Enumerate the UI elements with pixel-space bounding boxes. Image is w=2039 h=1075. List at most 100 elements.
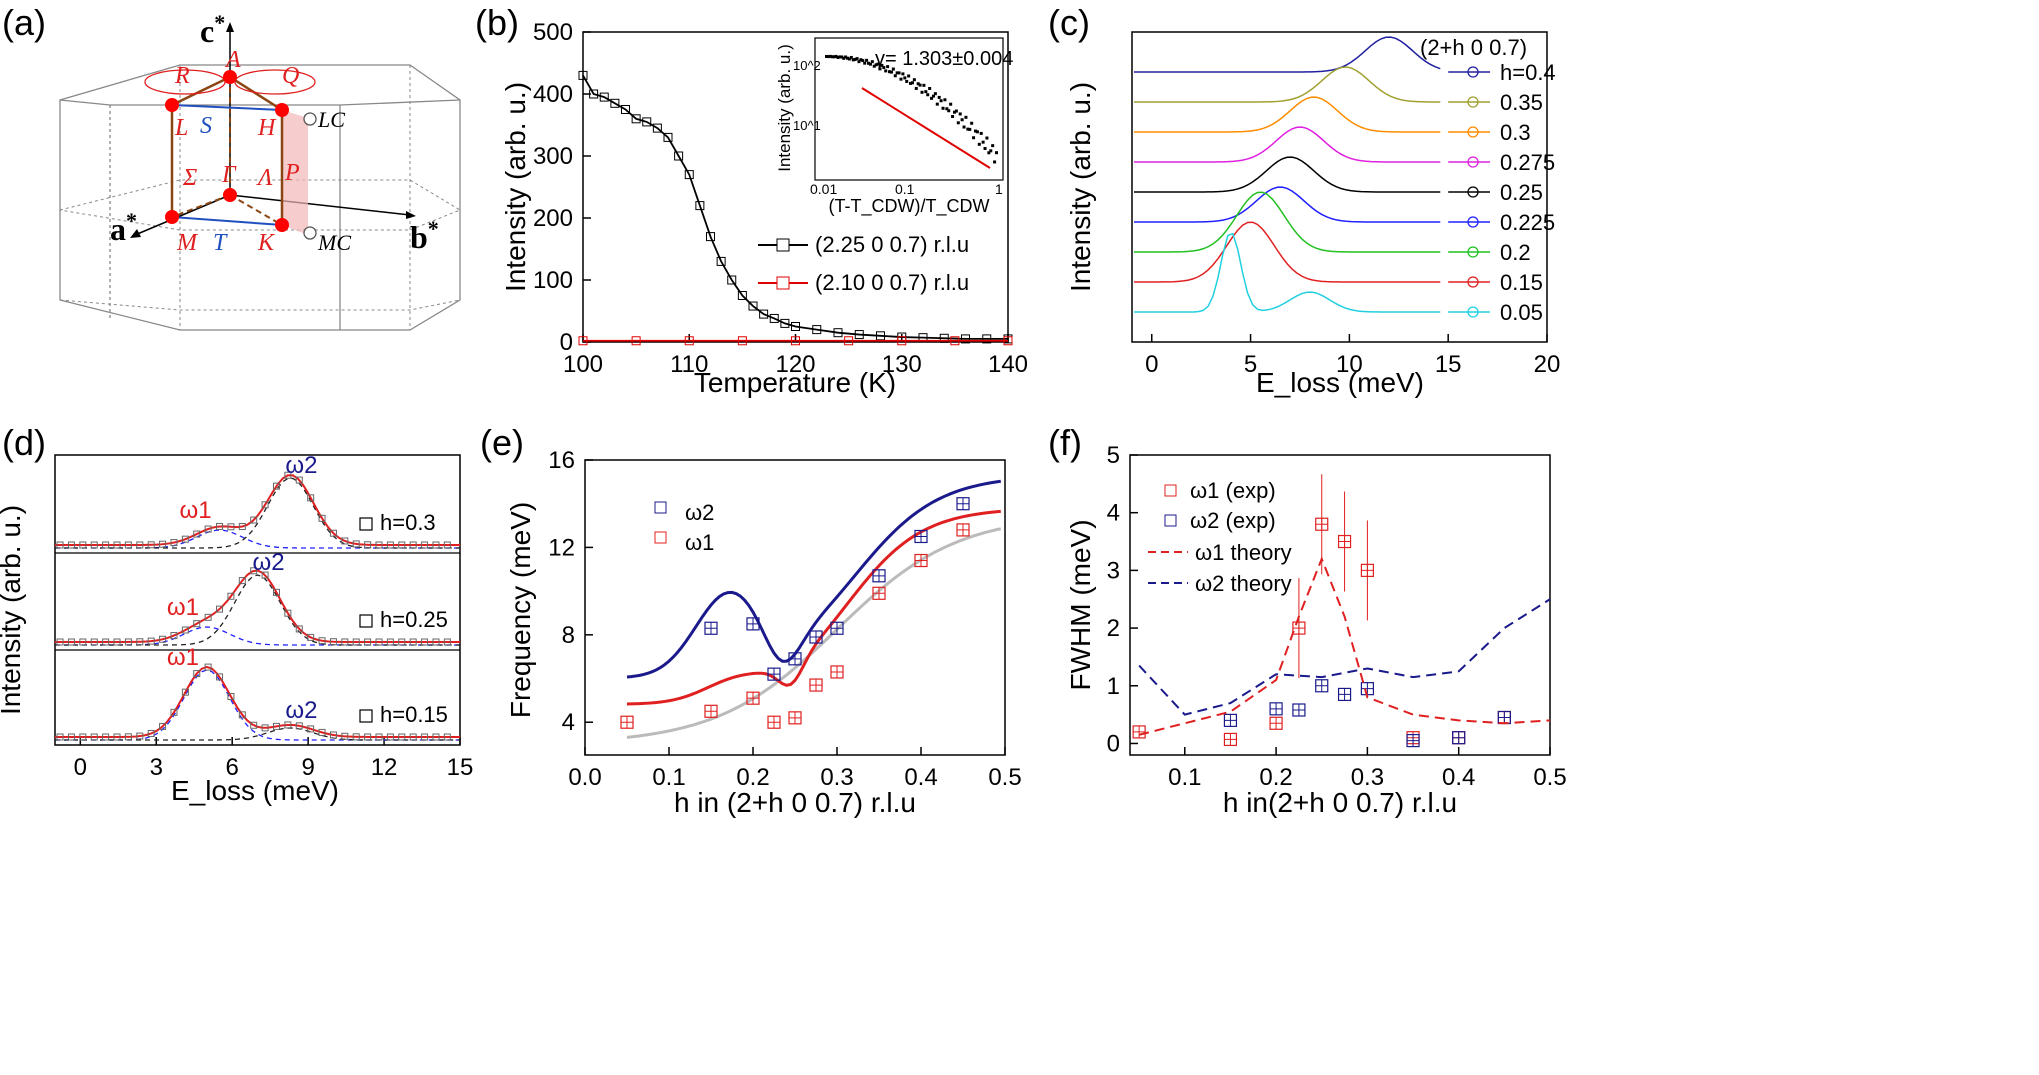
- b-series-0-point-1: [589, 89, 599, 99]
- inset-dot-12: [847, 57, 851, 61]
- d-series-0-point: [272, 482, 280, 490]
- b-series-0-point-14: [727, 275, 737, 285]
- f-series-0-cross-4: [1315, 518, 1328, 531]
- inset-xlabel: (T-T_CDW)/T_CDW: [829, 196, 990, 217]
- d-series-0-point: [227, 523, 235, 531]
- d-series-0-point: [113, 541, 121, 549]
- f-series-0-cross-1: [1224, 733, 1237, 746]
- f-xtick-label-3: 0.4: [1442, 764, 1475, 791]
- inset-dot-21: [865, 58, 869, 62]
- inset-dot-54: [928, 86, 932, 90]
- d-series-0-point: [375, 541, 383, 549]
- c-legend-marker-8: [1467, 306, 1479, 318]
- c-xtick-label-3: 15: [1435, 351, 1462, 378]
- inset-dot-36: [893, 74, 897, 78]
- f-xtick-label-0: 0.1: [1168, 764, 1201, 791]
- e-series-1-cross-5: [810, 679, 822, 692]
- point-M: [165, 210, 179, 224]
- inset-dot-3: [830, 55, 834, 59]
- d-series-2-point: [386, 733, 394, 741]
- inset-dot-24: [870, 60, 874, 64]
- f-xtick-label-1: 0.2: [1259, 764, 1292, 791]
- d-series-1-point: [67, 638, 75, 646]
- inset-dot-86: [989, 149, 993, 153]
- b-series-0-point-12: [706, 232, 715, 242]
- b-series-0-point-7: [652, 123, 662, 133]
- b-xtick-label-4: 140: [988, 351, 1028, 378]
- d-series-0-point: [307, 494, 315, 502]
- f-series-1-cross-4: [1338, 688, 1351, 701]
- e-series-1-cross-6: [831, 665, 843, 678]
- label-M: M: [176, 230, 199, 256]
- d-series-1-point: [124, 638, 132, 646]
- c-legend-text-0: h=0.4: [1500, 60, 1556, 85]
- c-legend-marker-4: [1467, 186, 1479, 198]
- d-series-2-fit-w2: [55, 727, 460, 741]
- inset-dot-70: [958, 112, 962, 116]
- b-series-0-point-2: [599, 92, 609, 102]
- d-series-2-point: [284, 721, 292, 729]
- inset-dot-73: [964, 115, 968, 119]
- c-series-0-line: [1133, 36, 1441, 73]
- d-series-0-point: [443, 541, 451, 549]
- b-series-1-point-3: [737, 336, 747, 346]
- d-series-1-point: [102, 638, 110, 646]
- panel-c: (c) 0 5 10 15 20 h=0.4 0.35 0.3 0.275 0.25 0.225 0…: [1048, 2, 1560, 398]
- b-ytick-label-1: 100: [533, 267, 573, 294]
- e-series-1-cross-1: [705, 705, 717, 718]
- f-series-1-cross-0: [1224, 714, 1237, 727]
- b-series-0-point-13: [716, 256, 726, 266]
- panel-f-xlabel: h in(2+h 0 0.7) r.l.u: [1223, 787, 1457, 818]
- inset-dot-82: [981, 140, 985, 144]
- panel-d-xlabel: E_loss (meV): [171, 775, 339, 806]
- d-series-1-point: [113, 638, 121, 646]
- c-xtick-label-0: 0: [1145, 351, 1158, 378]
- b-star-label: b*: [410, 216, 439, 255]
- panel-c-ylabel: Intensity (arb. u.): [1065, 82, 1096, 292]
- d-xtick-label-1: 3: [150, 754, 163, 781]
- panel-d-ylabel: Intensity (arb. u.): [0, 505, 26, 715]
- e-series-0-cross-7: [915, 530, 927, 543]
- e-theory-acoustic: [626, 527, 1002, 739]
- inset-dot-51: [922, 83, 926, 87]
- b-series-0-point-4: [621, 105, 630, 114]
- a-star-arrowhead: [130, 229, 141, 238]
- panel-e-ylabel: Frequency (meV): [505, 502, 536, 718]
- c-legend-text-5: 0.225: [1500, 210, 1555, 235]
- d-legend-marker-2: [359, 709, 373, 723]
- panel-c-label: (c): [1048, 2, 1090, 43]
- inset-dot-1: [826, 55, 830, 59]
- inset-dot-85: [987, 151, 991, 155]
- inset-dot-60: [939, 99, 943, 103]
- c-legend-text-1: 0.35: [1500, 90, 1543, 115]
- inset-dot-72: [962, 125, 966, 129]
- b-series-0-point-29: [982, 334, 992, 344]
- c-legend-marker-2: [1467, 126, 1479, 138]
- b-series-1-point-1: [631, 336, 641, 346]
- f-series-2-line: [1138, 556, 1551, 736]
- panel-b-ylabel: Intensity (arb. u.): [500, 82, 531, 292]
- d-series-2-point: [352, 733, 360, 741]
- e-xtick-label-4: 0.4: [904, 764, 937, 791]
- panel-b-inset: γ= 1.303±0.004 0.01 0.1 1 10^1 10^2 (T-T…: [775, 37, 1013, 217]
- d-series-2-point: [181, 688, 189, 696]
- f-ytick-label-0: 0: [1107, 730, 1120, 757]
- b-ytick-label-3: 300: [533, 143, 573, 170]
- inset-dot-78: [973, 129, 977, 133]
- d-series-2-point: [250, 721, 258, 729]
- d-series-2-point: [238, 711, 246, 719]
- point-Gamma: [223, 188, 237, 202]
- corner-LC-marker: [303, 112, 317, 126]
- b-series-0-point-23: [854, 330, 864, 340]
- inset-dot-87: [991, 144, 995, 148]
- panel-d-label: (d): [2, 422, 46, 463]
- inset-dot-23: [868, 62, 872, 66]
- d-series-2-point: [193, 670, 201, 678]
- c-legend-text-2: 0.3: [1500, 120, 1531, 145]
- panel-a-label: (a): [2, 2, 46, 43]
- d-series-0-point: [318, 514, 326, 522]
- d-legend-text-0: h=0.3: [380, 510, 436, 535]
- inset-dot-29: [880, 63, 884, 67]
- inset-ytick-1: 10^2: [793, 58, 821, 73]
- inset-dot-11: [846, 56, 850, 60]
